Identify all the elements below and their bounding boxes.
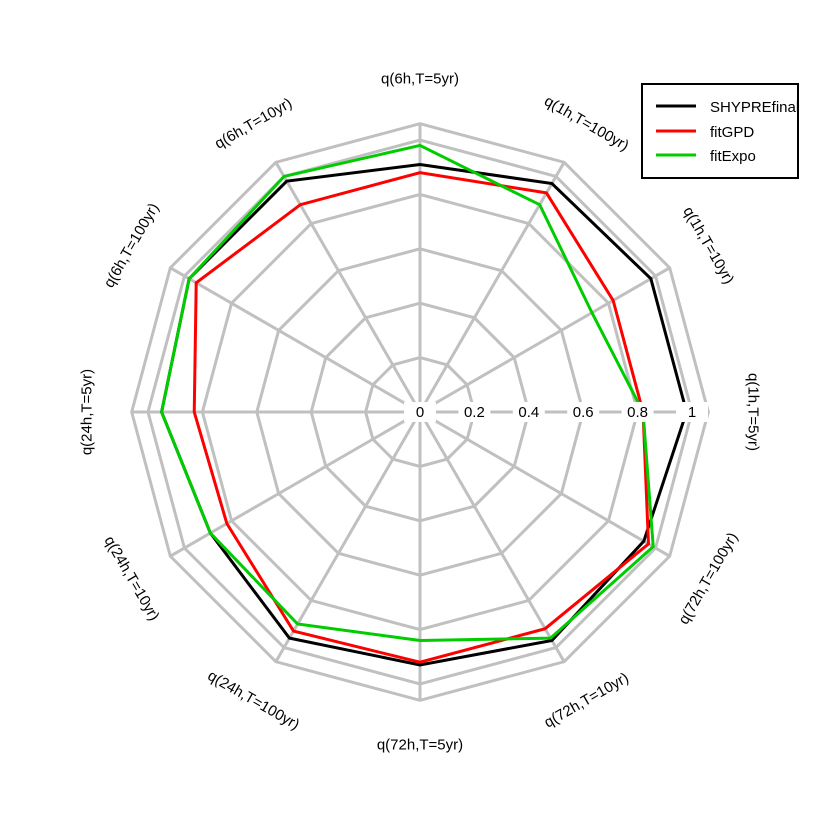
tick-label: 0.6 — [573, 404, 594, 421]
tick-labels: 0 0.2 0.4 0.6 0.8 1 — [404, 402, 708, 422]
axis-label: q(6h,T=10yr) — [212, 95, 295, 153]
axis-label: q(6h,T=100yr) — [101, 200, 163, 290]
tick-label-bg — [676, 402, 708, 422]
tick-label: 0.8 — [627, 404, 648, 421]
tick-label: 0 — [416, 404, 424, 421]
grid-spoke — [418, 411, 566, 663]
series-lines — [160, 143, 689, 667]
tick-label-bg — [458, 402, 491, 422]
tick-label: 0.4 — [518, 404, 539, 421]
grid-spoke — [419, 266, 671, 414]
grid-spoke — [419, 410, 671, 558]
tick-label-bg — [621, 402, 654, 422]
axis-label: q(24h,T=100yr) — [205, 667, 303, 733]
grid-spoke — [169, 266, 421, 414]
legend-label-fitgpd: fitGPD — [710, 124, 754, 141]
tick-label: 0.2 — [464, 404, 485, 421]
series-fitexpo — [160, 143, 655, 642]
legend-label-shyprefinal: SHYPREfinal — [710, 99, 799, 116]
tick-label: 1 — [688, 404, 696, 421]
axis-label: q(24h,T=5yr) — [79, 369, 96, 455]
axis-label: q(6h,T=5yr) — [381, 71, 459, 88]
axis-label: q(1h,T=10yr) — [679, 204, 737, 287]
grid-spoke — [169, 410, 421, 558]
axis-label: q(72h,T=5yr) — [377, 737, 463, 754]
axis-label: q(72h,T=100yr) — [675, 530, 741, 628]
tick-label-bg — [567, 402, 600, 422]
tick-label-bg — [512, 402, 545, 422]
grid-spokes — [131, 123, 709, 701]
series-fitgpd — [192, 171, 651, 664]
axis-label: q(1h,T=100yr) — [541, 93, 631, 155]
legend-label-fitexpo: fitExpo — [710, 148, 756, 165]
grid-spoke — [274, 411, 422, 663]
tick-label-bg — [404, 402, 436, 422]
axis-label: q(24h,T=10yr) — [101, 533, 163, 623]
axis-label: q(1h,T=5yr) — [745, 373, 762, 451]
legend: SHYPREfinal fitGPD fitExpo — [641, 83, 799, 179]
axis-label: q(72h,T=10yr) — [541, 669, 631, 731]
